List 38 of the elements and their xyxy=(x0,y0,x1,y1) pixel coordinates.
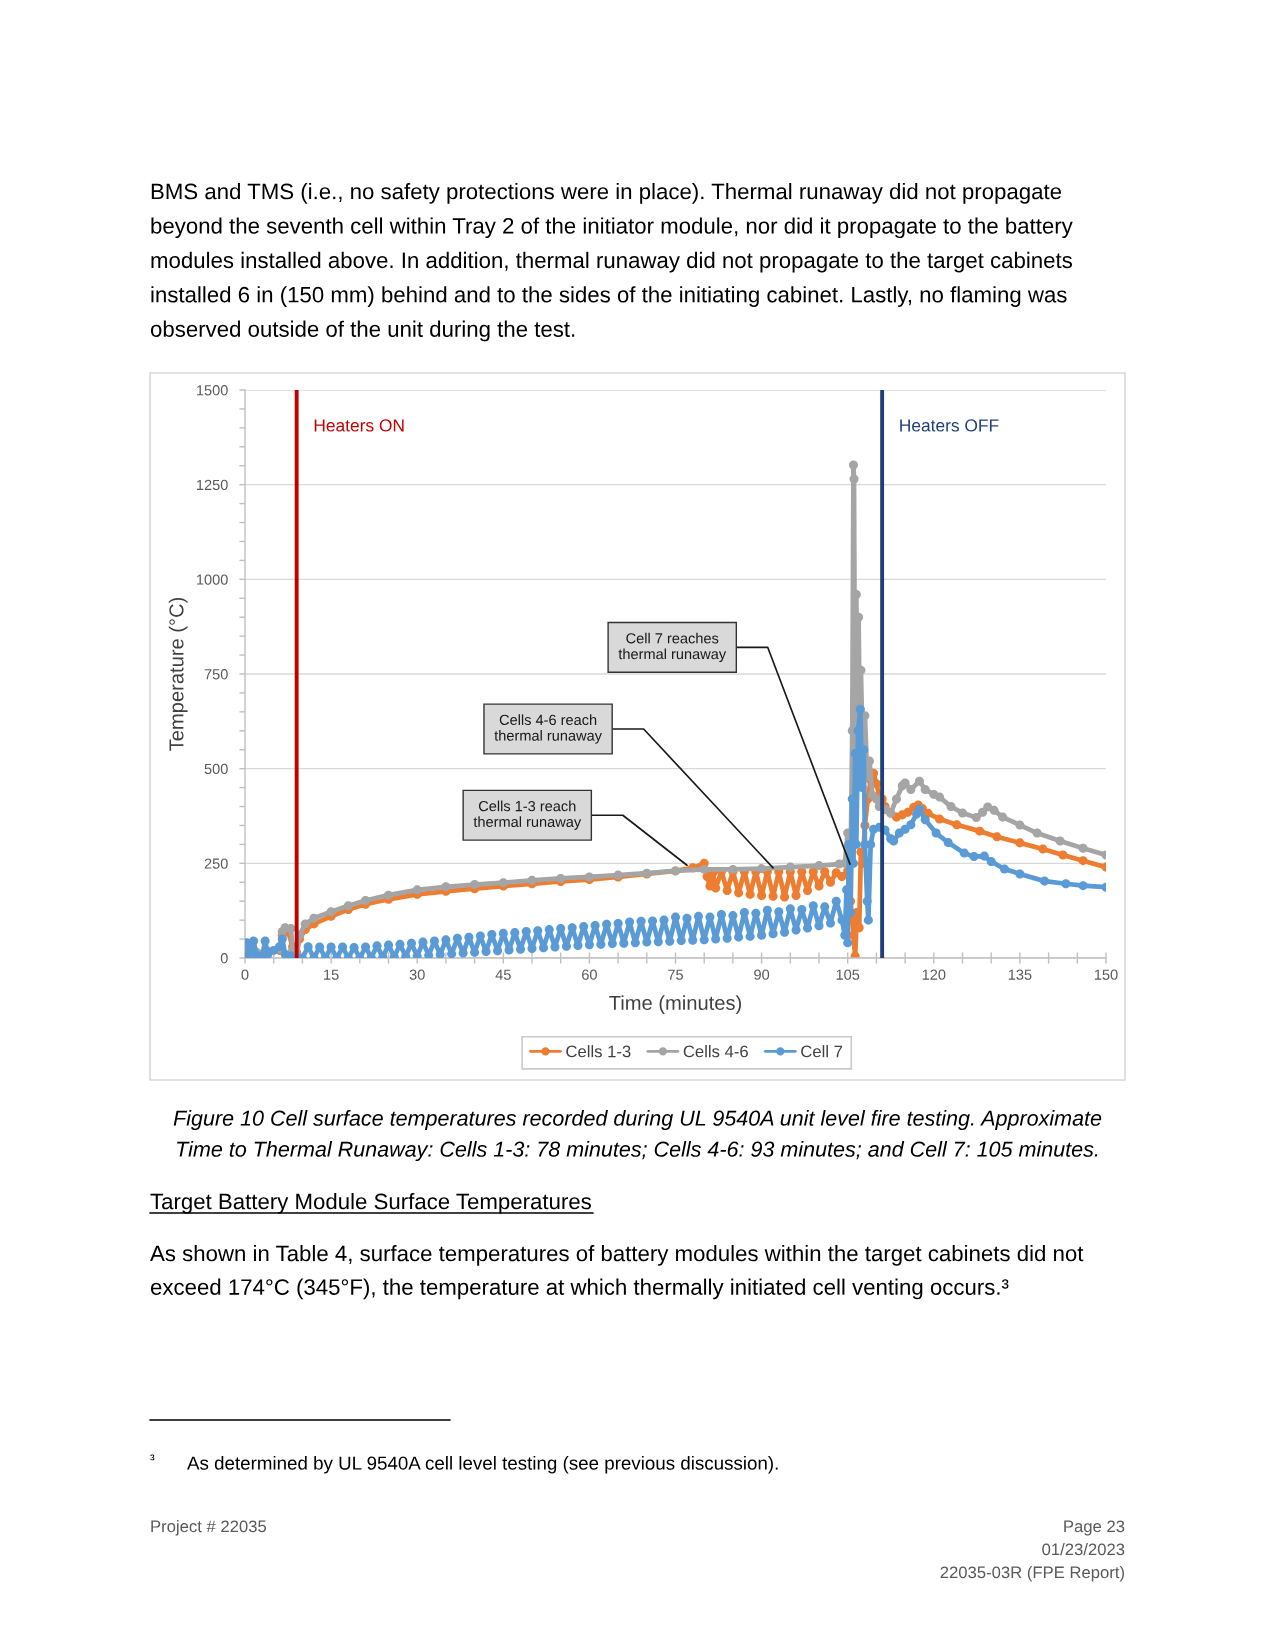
caption: Figure 10 Cell surface temperatures recorded during UL 9540A unit level fire testing. Approximate Time to Thermal Runaway: Cells 1-3: 78 minutes; Cells 4-6: 93 minutes; and Cell 7: 105 minutes. xyxy=(173,1110,1102,1162)
annotation: Cells 4-6 reach thermal runaway xyxy=(494,714,602,744)
ref-line-label: Heaters OFF xyxy=(900,419,999,432)
legend-label: Cells 4-6 xyxy=(683,1045,748,1058)
x-tick-label: 135 xyxy=(1008,969,1032,980)
y-axis-title: Temperature (°C) xyxy=(168,597,188,751)
x-axis-title: Time (minutes) xyxy=(609,995,742,1014)
y-tick-label: 1500 xyxy=(197,385,228,396)
y-tick-label: 750 xyxy=(204,669,228,680)
y-tick-label: 0 xyxy=(220,953,228,964)
x-tick-label: 75 xyxy=(668,969,683,980)
x-tick-label: 0 xyxy=(241,969,249,980)
y-tick-label: 500 xyxy=(204,763,228,775)
annotation: Cells 1-3 reach thermal runaway xyxy=(473,800,582,830)
text: Project # 22035 xyxy=(151,1520,267,1536)
ref-line-label: Heaters ON xyxy=(314,419,404,432)
x-tick-label: 105 xyxy=(836,969,860,980)
text: Page 23 xyxy=(1064,1520,1125,1536)
y-tick-label: 1250 xyxy=(197,479,228,491)
text: As shown in Table 4, surface temperatures of battery modules within the target cabinets did not exceed 174°C (345°F), the temperature at which thermally initiated cell venting occurs.³ xyxy=(150,1245,1084,1300)
y-tick-label: 1000 xyxy=(197,574,228,585)
x-tick-label: 120 xyxy=(922,969,946,980)
text: 01/23/2023 xyxy=(1042,1543,1125,1556)
y-tick-label: 250 xyxy=(204,858,228,869)
x-tick-label: 45 xyxy=(495,969,511,980)
legend-label: Cell 7 xyxy=(801,1045,843,1058)
x-tick-label: 150 xyxy=(1094,969,1118,980)
annotation: Cell 7 reaches thermal runaway xyxy=(618,632,727,663)
text: 22035-03R (FPE Report) xyxy=(940,1566,1124,1582)
text: As determined by UL 9540A cell level testing (see previous discussion). xyxy=(187,1456,778,1474)
text: BMS and TMS (i.e., no safety protections were in place). Thermal runaway did not propagate beyond the seventh cell within Tray 2 of the initiator module, nor did it propagate to the battery modules installed above. In addition, thermal runaway did not propagate to the target cabinets installed 6 in (150 mm) behind and to the sides of the initiating cabinet. Lastly, no flaming was observed outside of the unit during the test. xyxy=(150,183,1073,342)
x-tick-label: 30 xyxy=(409,969,425,980)
x-tick-label: 15 xyxy=(324,969,339,980)
x-tick-label: 90 xyxy=(754,969,770,980)
legend-label: Cells 1-3 xyxy=(566,1045,631,1058)
x-tick-label: 60 xyxy=(582,969,597,980)
text: ³ xyxy=(150,1454,155,1461)
text: Target Battery Module Surface Temperatures xyxy=(150,1193,591,1214)
